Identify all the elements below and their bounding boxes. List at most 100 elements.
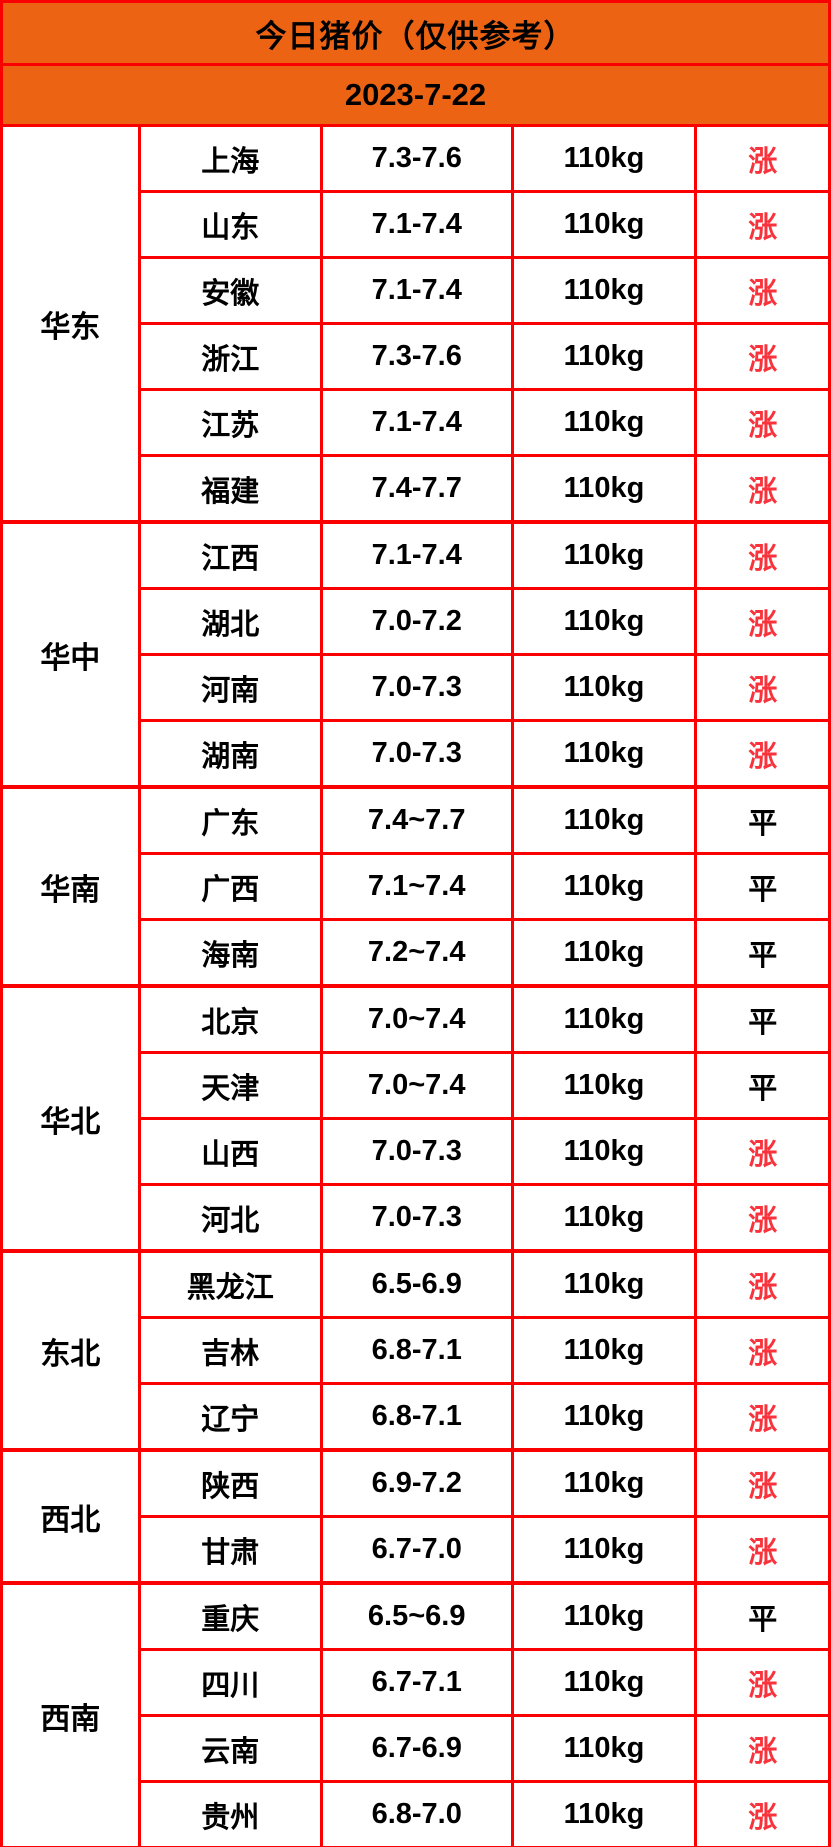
province-cell: 山西 (137, 1117, 323, 1186)
price-cell: 6.8-7.1 (319, 1316, 514, 1385)
trend-cell: 平 (694, 852, 830, 921)
trend-cell: 涨 (694, 587, 830, 656)
weight-cell: 110kg (510, 190, 698, 259)
province-cell: 江西 (137, 520, 323, 590)
price-cell: 7.1~7.4 (319, 852, 514, 921)
table-row: 广西 7.1~7.4 110kg 平 (3, 852, 830, 921)
trend-cell: 涨 (694, 1448, 830, 1518)
table-row: 四川 6.7-7.1 110kg 涨 (3, 1648, 830, 1717)
table-row: 安徽 7.1-7.4 110kg 涨 (3, 256, 830, 325)
weight-cell: 110kg (510, 1780, 698, 1847)
weight-cell: 110kg (510, 984, 698, 1054)
price-table-body: 华东 上海 7.3-7.6 110kg 涨山东 7.1-7.4 110kg 涨安徽 7.1-7.… (1, 125, 830, 1847)
price-cell: 7.0-7.3 (319, 719, 514, 789)
price-cell: 7.3-7.6 (319, 322, 514, 391)
price-cell: 7.3-7.6 (319, 125, 514, 193)
price-table: 华东 上海 7.3-7.6 110kg 涨山东 7.1-7.4 110kg 涨安徽 7.1-7.… (1, 125, 830, 1847)
region-cell: 华中 (1, 520, 141, 789)
price-cell: 6.8-7.0 (319, 1780, 514, 1847)
table-row: 江苏 7.1-7.4 110kg 涨 (3, 388, 830, 457)
province-cell: 吉林 (137, 1316, 323, 1385)
trend-cell: 涨 (694, 1382, 830, 1452)
table-row: 福建 7.4-7.7 110kg 涨 (3, 454, 830, 524)
trend-cell: 平 (694, 785, 830, 855)
weight-cell: 110kg (510, 785, 698, 855)
trend-cell: 涨 (694, 388, 830, 457)
trend-cell: 平 (694, 918, 830, 988)
weight-cell: 110kg (510, 1316, 698, 1385)
trend-cell: 涨 (694, 1117, 830, 1186)
price-cell: 7.0-7.3 (319, 653, 514, 722)
price-cell: 6.7-7.1 (319, 1648, 514, 1717)
weight-cell: 110kg (510, 1648, 698, 1717)
table-row: 华东 上海 7.3-7.6 110kg 涨 (1, 125, 830, 524)
price-cell: 7.2~7.4 (319, 918, 514, 988)
trend-cell: 涨 (694, 256, 830, 325)
weight-cell: 110kg (510, 454, 698, 524)
province-cell: 贵州 (137, 1780, 323, 1847)
table-row: 甘肃 6.7-7.0 110kg 涨 (3, 1515, 830, 1585)
weight-cell: 110kg (510, 1051, 698, 1120)
trend-cell: 涨 (694, 1780, 830, 1847)
province-cell: 四川 (137, 1648, 323, 1717)
trend-cell: 涨 (694, 322, 830, 391)
price-cell: 6.7-6.9 (319, 1714, 514, 1783)
weight-cell: 110kg (510, 322, 698, 391)
price-cell: 6.5-6.9 (319, 1249, 514, 1319)
table-row: 东北 黑龙江 6.5-6.9 110kg 涨 (1, 1249, 830, 1452)
table-row: 湖南 7.0-7.3 110kg 涨 (3, 719, 830, 789)
trend-cell: 涨 (694, 1714, 830, 1783)
price-cell: 7.1-7.4 (319, 256, 514, 325)
trend-cell: 涨 (694, 1249, 830, 1319)
table-row: 西北 陕西 6.9-7.2 110kg 涨 (1, 1448, 830, 1585)
table-row: 海南 7.2~7.4 110kg 平 (3, 918, 830, 988)
province-cell: 海南 (137, 918, 323, 988)
weight-cell: 110kg (510, 852, 698, 921)
trend-cell: 平 (694, 1581, 830, 1651)
price-cell: 6.5~6.9 (319, 1581, 514, 1651)
weight-cell: 110kg (510, 587, 698, 656)
table-row: 西南 重庆 6.5~6.9 110kg 平 (1, 1581, 830, 1847)
province-cell: 云南 (137, 1714, 323, 1783)
trend-cell: 涨 (694, 520, 830, 590)
trend-cell: 平 (694, 984, 830, 1054)
trend-cell: 涨 (694, 719, 830, 789)
table-row: 华南 广东 7.4~7.7 110kg 平 (1, 785, 830, 988)
price-cell: 7.1-7.4 (319, 388, 514, 457)
trend-cell: 涨 (694, 1515, 830, 1585)
page-title: 今日猪价（仅供参考） (3, 3, 828, 66)
region-cell: 华北 (1, 984, 141, 1253)
table-row: 山东 7.1-7.4 110kg 涨 (3, 190, 830, 259)
province-cell: 上海 (137, 125, 323, 193)
province-cell: 湖南 (137, 719, 323, 789)
trend-cell: 涨 (694, 190, 830, 259)
price-cell: 7.0~7.4 (319, 1051, 514, 1120)
table-row: 浙江 7.3-7.6 110kg 涨 (3, 322, 830, 391)
price-cell: 7.4-7.7 (319, 454, 514, 524)
province-cell: 湖北 (137, 587, 323, 656)
table-row: 辽宁 6.8-7.1 110kg 涨 (3, 1382, 830, 1452)
province-cell: 福建 (137, 454, 323, 524)
table-row: 华中 江西 7.1-7.4 110kg 涨 (1, 520, 830, 789)
province-cell: 重庆 (137, 1581, 323, 1651)
province-cell: 黑龙江 (137, 1249, 323, 1319)
weight-cell: 110kg (510, 388, 698, 457)
province-cell: 广东 (137, 785, 323, 855)
trend-cell: 涨 (694, 1648, 830, 1717)
trend-cell: 涨 (694, 653, 830, 722)
province-cell: 河北 (137, 1183, 323, 1253)
region-cell: 华南 (1, 785, 141, 988)
price-cell: 7.0-7.3 (319, 1183, 514, 1253)
table-row: 天津 7.0~7.4 110kg 平 (3, 1051, 830, 1120)
weight-cell: 110kg (510, 1382, 698, 1452)
province-cell: 山东 (137, 190, 323, 259)
trend-cell: 涨 (694, 125, 830, 193)
table-row: 山西 7.0-7.3 110kg 涨 (3, 1117, 830, 1186)
province-cell: 北京 (137, 984, 323, 1054)
province-cell: 甘肃 (137, 1515, 323, 1585)
province-cell: 广西 (137, 852, 323, 921)
price-cell: 7.4~7.7 (319, 785, 514, 855)
weight-cell: 110kg (510, 1249, 698, 1319)
weight-cell: 110kg (510, 1515, 698, 1585)
